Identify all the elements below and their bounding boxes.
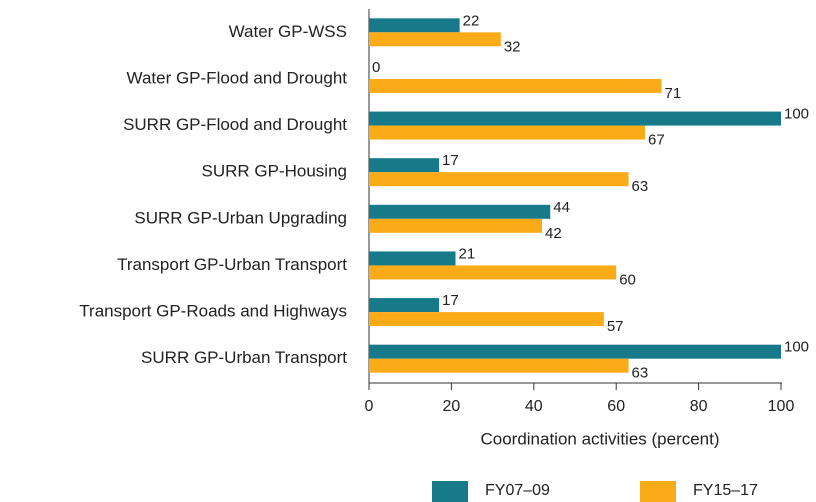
category-label: SURR GP-Flood and Drought bbox=[123, 115, 347, 134]
value-label: 63 bbox=[632, 178, 649, 195]
category-label: Transport GP-Roads and Highways bbox=[79, 302, 347, 321]
category-label: Water GP-Flood and Drought bbox=[127, 68, 348, 87]
value-label: 32 bbox=[504, 38, 521, 55]
value-label: 17 bbox=[442, 152, 459, 169]
bar bbox=[369, 344, 781, 359]
bar bbox=[369, 125, 646, 140]
value-label: 21 bbox=[459, 245, 476, 262]
value-label: 63 bbox=[632, 365, 649, 382]
bar bbox=[369, 204, 551, 219]
bar bbox=[369, 78, 662, 93]
bar bbox=[369, 158, 440, 173]
value-label: 17 bbox=[442, 292, 459, 309]
category-label: SURR GP-Housing bbox=[202, 162, 348, 181]
value-label: 22 bbox=[463, 12, 480, 29]
x-tick-label: 40 bbox=[525, 398, 543, 415]
value-label: 60 bbox=[619, 271, 636, 288]
legend-swatch bbox=[432, 481, 468, 502]
bar bbox=[369, 32, 501, 47]
category-label: Transport GP-Urban Transport bbox=[117, 255, 347, 274]
bar bbox=[369, 18, 460, 33]
x-tick-label: 100 bbox=[768, 398, 795, 415]
bar bbox=[369, 251, 456, 266]
bar bbox=[369, 172, 629, 187]
value-label: 42 bbox=[545, 225, 562, 242]
category-label: Water GP-WSS bbox=[229, 22, 347, 41]
x-tick-label: 60 bbox=[607, 398, 625, 415]
value-label: 0 bbox=[372, 59, 380, 76]
category-label: SURR GP-Urban Upgrading bbox=[134, 208, 347, 227]
bar bbox=[369, 265, 617, 280]
bar bbox=[369, 111, 781, 126]
value-label: 67 bbox=[648, 132, 665, 149]
bar bbox=[369, 358, 629, 373]
bar bbox=[369, 312, 604, 327]
x-tick-label: 80 bbox=[690, 398, 708, 415]
value-label: 71 bbox=[665, 85, 682, 102]
bar bbox=[369, 218, 543, 233]
legend-label: FY15–17 bbox=[693, 482, 758, 499]
legend-swatch bbox=[640, 481, 676, 502]
bar bbox=[369, 298, 440, 313]
value-label: 100 bbox=[784, 106, 809, 123]
x-tick-label: 0 bbox=[365, 398, 374, 415]
x-axis-title: Coordination activities (percent) bbox=[480, 429, 719, 448]
x-tick-label: 20 bbox=[443, 398, 461, 415]
value-label: 44 bbox=[553, 199, 570, 216]
category-label: SURR GP-Urban Transport bbox=[141, 348, 347, 367]
value-label: 57 bbox=[607, 318, 624, 335]
legend-label: FY07–09 bbox=[485, 482, 550, 499]
value-label: 100 bbox=[784, 339, 809, 356]
